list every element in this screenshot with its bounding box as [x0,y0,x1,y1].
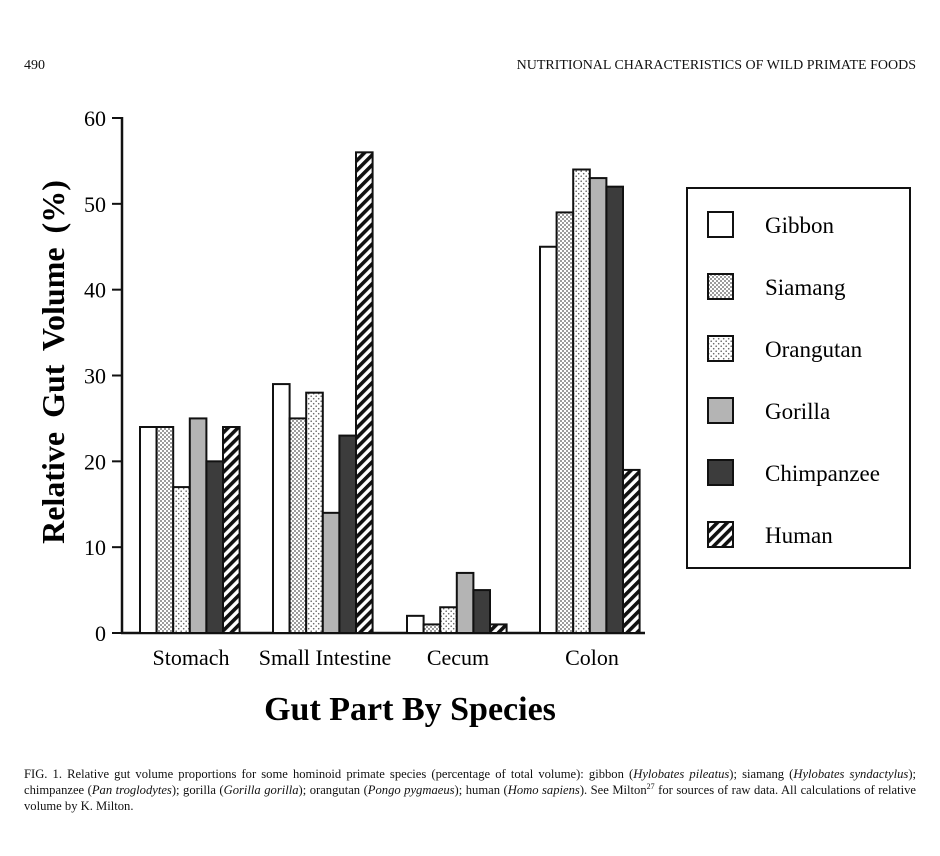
species-name: Gorilla gorilla [223,783,299,797]
legend-swatch [707,273,734,300]
caption-text: ); gorilla ( [171,783,224,797]
bar-gorilla [188,417,208,634]
caption-text: ); chimpanzee ( [24,767,917,797]
bar-gorilla [321,511,341,634]
legend-item-siamang: Siamang [707,273,846,300]
bar-group-cecum [406,571,508,635]
x-tick-label: Stomach [153,645,230,670]
legend-label: Gibbon [765,213,835,238]
bar-chimpanzee [605,185,625,635]
legend-label: Orangutan [765,337,863,362]
caption-text: FIG. 1. Relative gut volume proportions … [24,767,634,781]
running-head: NUTRITIONAL CHARACTERISTICS OF WILD PRIM… [516,58,916,73]
legend-label: Gorilla [765,399,830,424]
x-tick-label: Small Intestine [259,645,392,670]
caption-text: ); siamang ( [729,767,794,781]
bar-chimpanzee [205,460,224,635]
species-name: Homo sapiens [507,783,580,797]
bar-gorilla [455,571,475,635]
legend-label: Siamang [765,275,846,300]
bar-gibbon [139,426,158,634]
bar-gorilla [588,177,608,634]
caption-text: ). See Milton [579,783,647,797]
legend-swatch [707,397,734,424]
bar-siamang [555,211,575,635]
legend-swatch [707,521,734,548]
bar-human [622,468,641,634]
y-tick-label: 60 [84,106,106,131]
bar-gibbon [406,614,425,634]
bars [139,151,641,635]
x-axis-title: Gut Part By Species [264,691,556,728]
species-name: Hylobates pileatus [633,767,730,781]
bar-human [489,623,508,635]
bar-orangutan [439,606,458,634]
bar-chimpanzee [472,589,491,634]
legend-item-orangutan: Orangutan [707,335,863,362]
legend-item-gibbon: Gibbon [707,211,835,238]
bar-siamang [155,426,175,634]
legend-swatch [707,459,734,486]
legend-item-chimpanzee: Chimpanzee [707,459,880,486]
y-tick-label: 50 [84,192,106,217]
bar-group-stomach [139,417,241,635]
y-tick-label: 10 [84,535,106,560]
species-name: Pongo pygmaeus [367,783,455,797]
bar-siamang [422,623,442,635]
page-number: 490 [24,58,45,73]
bar-human [355,151,374,634]
caption-text: for sources of raw data. All calculation… [24,783,916,813]
reference-number: 27 [646,781,655,791]
bar-gibbon [539,245,558,634]
x-tick-label: Cecum [427,645,489,670]
legend-item-gorilla: Gorilla [707,397,830,424]
legend: Gibbon Siamang Orangutan Gorilla Chimpanzee H… [686,187,911,569]
species-name: Hylobates syndactylus [793,767,909,781]
bar-orangutan [305,391,324,634]
bar-group-colon [539,168,641,635]
y-tick-label: 30 [84,364,106,389]
legend-label: Human [765,523,833,548]
legend-box [686,187,911,569]
legend-item-human: Human [707,521,833,548]
bar-orangutan [172,486,191,635]
legend-swatch [707,335,734,362]
bar-group-small-intestine [272,151,374,635]
legend-swatch [707,211,734,238]
bar-orangutan [572,168,591,634]
species-name: Pan troglodytes [91,783,172,797]
y-axis-title: Relative Gut Volume (%) [35,180,71,544]
legend-label: Chimpanzee [765,461,880,486]
caption-text: ); human ( [454,783,508,797]
bar-human [222,426,241,634]
x-tick-label: Colon [565,645,619,670]
bar-chart: 0 10 20 30 40 50 60 Stomach Small Intestine Cecum… [35,106,911,728]
caption-text: ); orangutan ( [298,783,368,797]
figure-caption: FIG. 1. Relative gut volume proportions … [24,766,916,814]
bar-siamang [288,417,308,634]
y-tick-label: 0 [95,621,106,646]
y-tick-label: 40 [84,278,106,303]
y-tick-label: 20 [84,449,106,474]
bar-chimpanzee [338,434,357,635]
bar-gibbon [272,383,291,635]
